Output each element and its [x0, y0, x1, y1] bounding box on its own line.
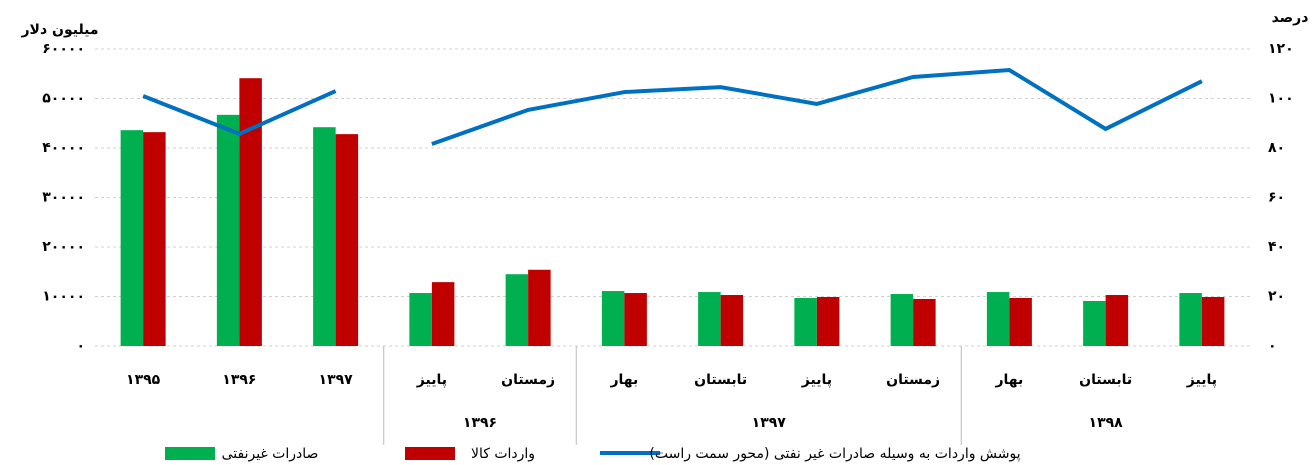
- y2-axis-label: درصد: [1272, 10, 1309, 26]
- x-tick-label: پاییز: [801, 372, 832, 388]
- bar: [913, 298, 936, 346]
- bar: [986, 292, 1010, 346]
- bar: [816, 296, 840, 346]
- bar: [698, 292, 721, 346]
- bar: [335, 134, 359, 346]
- x-tick-label: پاییز: [416, 372, 447, 388]
- y2-tick-label: ۱۰۰: [1268, 91, 1294, 107]
- bar: [1009, 297, 1032, 346]
- y-tick-label: ۲۰۰۰۰: [42, 239, 85, 255]
- y2-tick-label: ۱۲۰: [1268, 41, 1294, 57]
- y-tick-label: ۵۰۰۰۰: [42, 91, 85, 107]
- y-tick-label: ۴۰۰۰۰: [42, 140, 85, 156]
- y-tick-label: ۱۰۰۰۰: [42, 289, 85, 305]
- bar: [1179, 293, 1202, 346]
- bar: [1201, 296, 1225, 346]
- legend-label: واردات کالا: [471, 446, 535, 462]
- y2-tick-label: ۶۰: [1268, 190, 1285, 206]
- bar: [313, 127, 336, 347]
- bar: [794, 297, 817, 346]
- bar: [720, 295, 744, 346]
- bar: [1105, 295, 1129, 346]
- x-tick-label: زمستان: [501, 372, 555, 388]
- x-tick-label: زمستان: [886, 372, 940, 388]
- bar: [601, 291, 625, 346]
- line: [431, 67, 1203, 146]
- x-tick-label: بهار: [609, 372, 638, 388]
- bar: [143, 132, 166, 346]
- bar: [624, 293, 647, 346]
- bar: [1083, 300, 1106, 346]
- legend-swatch: [405, 447, 455, 460]
- legend-label: صادرات غیرنفتی: [222, 446, 319, 462]
- bar: [528, 269, 551, 346]
- bar: [431, 282, 455, 346]
- bar: [890, 294, 914, 346]
- group-label: ۱۳۹۶: [463, 415, 497, 431]
- bar: [239, 78, 262, 346]
- x-tick-label: تابستان: [694, 372, 747, 388]
- x-tick-label: ۱۳۹۶: [222, 372, 256, 388]
- x-tick-label: تابستان: [1079, 372, 1132, 388]
- bar: [505, 274, 529, 346]
- bar: [216, 114, 240, 347]
- x-tick-label: ۱۳۹۵: [126, 372, 161, 388]
- legend-label: پوشش واردات به وسیله صادرات غیر نفتی (مح…: [649, 446, 1020, 462]
- y-tick-label: ۳۰۰۰۰: [42, 190, 85, 206]
- y2-tick-label: ۰: [1268, 338, 1277, 354]
- legend-swatch: [165, 447, 215, 460]
- bar: [120, 130, 144, 346]
- y-tick-label: ۰: [76, 338, 85, 354]
- group-label: ۱۳۹۷: [752, 415, 787, 431]
- x-tick-label: ۱۳۹۷: [319, 372, 354, 388]
- y2-tick-label: ۸۰: [1268, 140, 1285, 156]
- y-axis-label: میلیون دلار: [20, 22, 98, 38]
- y2-tick-label: ۴۰: [1268, 239, 1285, 255]
- y2-tick-label: ۲۰: [1268, 289, 1285, 305]
- line: [142, 89, 337, 137]
- y-tick-label: ۶۰۰۰۰: [42, 41, 85, 57]
- group-label: ۱۳۹۸: [1089, 415, 1124, 431]
- x-tick-label: پاییز: [1186, 372, 1217, 388]
- bar: [409, 293, 432, 346]
- x-tick-label: بهار: [994, 372, 1023, 388]
